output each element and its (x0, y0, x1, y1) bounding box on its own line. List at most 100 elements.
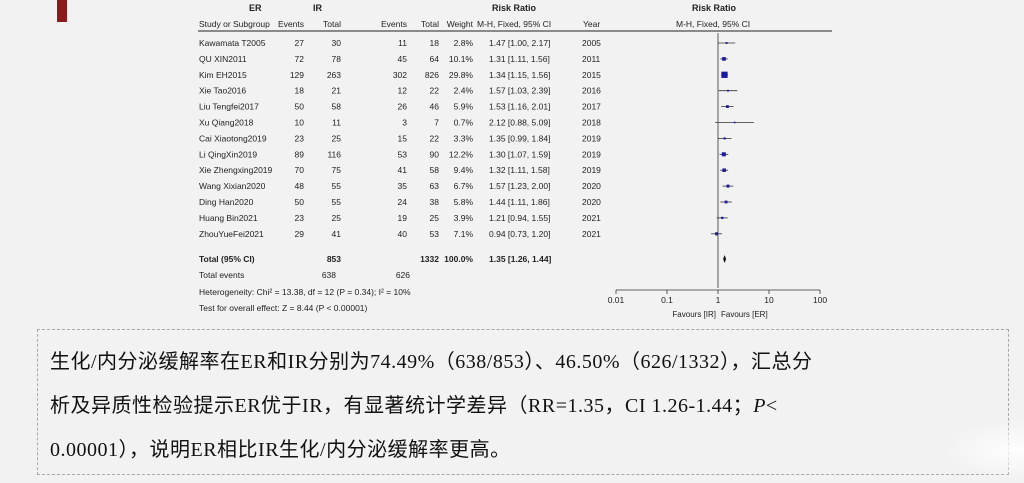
header-ir-events: Events (381, 19, 407, 29)
study-ir-events: 26 (398, 102, 408, 112)
study-point-marker (733, 121, 736, 124)
total-er-total: 853 (327, 254, 341, 264)
study-ir-total: 25 (430, 213, 440, 223)
study-ir-total: 7 (434, 118, 439, 128)
study-rows: Kawamata T2005 27 30 11 18 2.8% 1.47 [1.00, 2.… (199, 38, 601, 239)
study-ci-text: 1.30 [1.07, 1.59] (489, 149, 550, 159)
study-er-total: 58 (332, 102, 342, 112)
study-point-marker (726, 184, 730, 188)
study-ir-events: 12 (398, 86, 408, 96)
study-ci-text: 0.94 [0.73, 1.20] (489, 229, 550, 239)
study-ir-events: 41 (398, 165, 408, 175)
total-weight: 100.0% (444, 254, 473, 264)
study-point-marker (727, 89, 729, 92)
study-weight: 6.7% (454, 181, 474, 191)
study-ir-total: 826 (425, 70, 439, 80)
study-weight: 10.1% (449, 54, 474, 64)
study-er-events: 23 (295, 133, 305, 143)
study-ir-events: 3 (402, 118, 407, 128)
study-row: Huang Bin2021 23 25 19 25 3.9% 1.21 [0.94, 1.5… (199, 213, 601, 223)
study-weight: 29.8% (449, 70, 474, 80)
study-point-marker (721, 216, 724, 220)
study-ci-text: 1.53 [1.16, 2.01] (489, 102, 550, 112)
study-ci-text: 1.34 [1.15, 1.56] (489, 70, 550, 80)
study-year: 2017 (582, 102, 601, 112)
study-point-marker (725, 42, 728, 44)
study-ir-events: 19 (398, 213, 408, 223)
study-name: Xie Tao2016 (199, 86, 246, 96)
heterogeneity-text: Heterogeneity: Chi² = 13.38, df = 12 (P … (199, 287, 411, 297)
total-events-ir: 626 (396, 270, 410, 280)
study-ci-text: 1.31 [1.11, 1.56] (489, 54, 550, 64)
study-name: Liu Tengfei2017 (199, 102, 259, 112)
study-year: 2018 (582, 118, 601, 128)
favours-right-label: Favours [ER] (721, 310, 768, 319)
study-ir-total: 18 (430, 38, 440, 48)
study-ir-total: 90 (430, 149, 440, 159)
caption-line-3: 0.00001），说明ER相比IR生化/内分泌缓解率更高。 (50, 439, 511, 461)
study-point-marker (722, 57, 726, 61)
study-ci-text: 1.32 [1.11, 1.58] (489, 165, 550, 175)
study-ir-total: 63 (430, 181, 440, 191)
caption-line-1: 生化/内分泌缓解率在ER和IR分别为74.49%（638/853）、46.50%… (50, 351, 813, 373)
study-ci-text: 1.44 [1.11, 1.86] (489, 197, 550, 207)
forest-plot: ER IR Risk Ratio Risk Ratio Study or Sub… (198, 3, 832, 319)
header-study: Study or Subgroup (199, 19, 270, 29)
study-row: Liu Tengfei2017 50 58 26 46 5.9% 1.53 [1.16, 2… (199, 102, 601, 112)
study-er-total: 75 (332, 165, 342, 175)
study-year: 2020 (582, 181, 601, 191)
study-er-total: 30 (332, 38, 342, 48)
study-ir-events: 302 (393, 70, 407, 80)
study-weight: 3.3% (454, 133, 474, 143)
study-row: Cai Xiaotong2019 23 25 15 22 3.3% 1.35 [0.99, … (199, 133, 601, 143)
study-er-events: 23 (295, 213, 305, 223)
forest-plot-area: 0.01 0.1 1 10 100 Favours [IR] Favours [ER] (608, 33, 827, 319)
x-axis-tick-label: 0.01 (608, 295, 625, 305)
study-ir-total: 38 (430, 197, 440, 207)
study-er-total: 116 (327, 149, 341, 159)
study-name: Xie Zhengxing2019 (199, 165, 273, 175)
study-ir-events: 35 (398, 181, 408, 191)
study-er-events: 48 (295, 181, 305, 191)
study-weight: 3.9% (454, 213, 474, 223)
study-ir-events: 11 (398, 38, 407, 48)
x-axis-tick-label: 1 (716, 295, 721, 305)
caption-box (37, 329, 1009, 475)
study-er-total: 55 (332, 181, 342, 191)
study-row: ZhouYueFei2021 29 41 40 53 7.1% 0.94 [0.73, 1.… (199, 229, 601, 239)
x-axis-tick-label: 0.1 (661, 295, 673, 305)
study-year: 2019 (582, 133, 601, 143)
header-plot-risk-ratio: Risk Ratio (692, 3, 737, 13)
study-row: Kim EH2015 129 263 302 826 29.8% 1.34 [1.15, 1… (199, 70, 601, 80)
total-ci: 1.35 [1.26, 1.44] (489, 254, 552, 264)
study-er-events: 89 (295, 149, 305, 159)
header-plot-method: M-H, Fixed, 95% CI (676, 19, 750, 29)
study-point-marker (721, 152, 726, 157)
total-events-er: 638 (322, 270, 336, 280)
study-er-total: 11 (332, 118, 341, 128)
header-er-total: Total (323, 19, 341, 29)
study-row: Li QingXin2019 89 116 53 90 12.2% 1.30 [1.07, … (199, 149, 601, 159)
screen-glare (944, 420, 1024, 480)
study-year: 2005 (582, 38, 601, 48)
header-year: Year (583, 19, 600, 29)
study-point-marker (726, 105, 729, 108)
study-row: Wang Xixian2020 48 55 35 63 6.7% 1.57 [1.23, 2… (199, 181, 601, 191)
study-weight: 0.7% (454, 118, 474, 128)
x-axis-tick-label: 10 (764, 295, 774, 305)
study-ir-total: 22 (430, 86, 440, 96)
favours-left-label: Favours [IR] (672, 310, 716, 319)
caption-line-2: 析及异质性检验提示ER优于IR，有显著统计学差异（RR=1.35，CI 1.26… (50, 384, 1000, 428)
study-er-events: 18 (295, 86, 305, 96)
study-name: Huang Bin2021 (199, 213, 258, 223)
study-er-events: 129 (290, 70, 304, 80)
caption-line-2b: < (765, 395, 778, 417)
study-weight: 2.8% (454, 38, 474, 48)
study-er-events: 70 (295, 165, 305, 175)
study-name: Li QingXin2019 (199, 149, 257, 159)
study-er-total: 41 (332, 229, 342, 239)
study-ci-text: 1.57 [1.03, 2.39] (489, 86, 550, 96)
study-ci-text: 1.47 [1.00, 2.17] (489, 38, 550, 48)
study-name: Wang Xixian2020 (199, 181, 266, 191)
header-er-group: ER (249, 3, 262, 13)
